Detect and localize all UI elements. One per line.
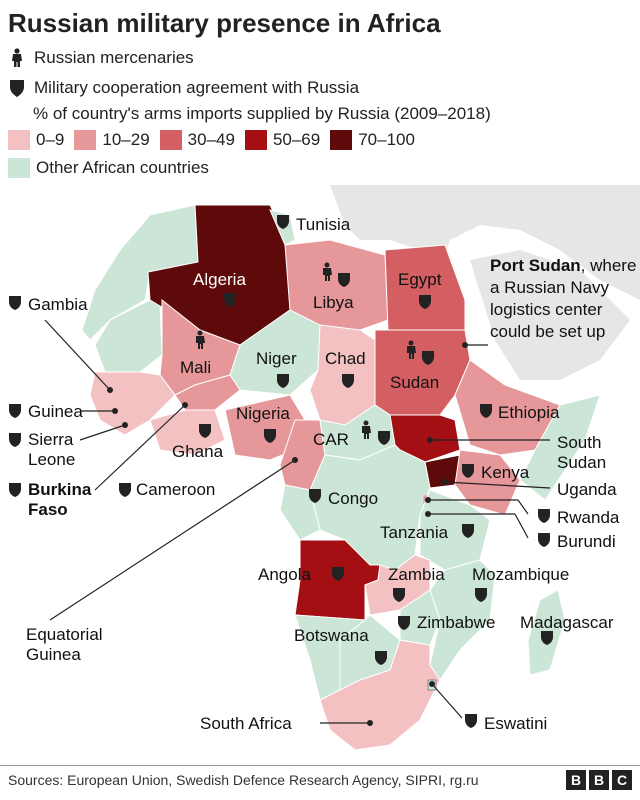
legend-swatch [159, 130, 182, 150]
label-chad: Chad [325, 349, 366, 368]
legend-bin-label: 30–49 [187, 130, 235, 149]
label-rwanda: Rwanda [557, 508, 620, 527]
label-south-sudan: South Sudan [557, 433, 607, 472]
port-sudan-title: Port Sudan [490, 256, 581, 275]
egypt [384, 244, 466, 331]
source-note: Sources: European Union, Swedish Defence… [8, 772, 479, 788]
legend-bin: 0–9 [8, 130, 64, 150]
label-mozambique: Mozambique [472, 565, 570, 584]
label-uganda: Uganda [557, 480, 617, 499]
logo-letter: B [589, 770, 609, 790]
label-burkina-faso: Burkina Faso [28, 480, 92, 519]
label-tunisia: Tunisia [296, 215, 351, 234]
label-gambia: Gambia [28, 295, 88, 314]
shield-icon [9, 483, 21, 497]
label-botswana: Botswana [294, 626, 369, 645]
legend-other-label: Other African countries [36, 158, 209, 177]
mercenary-icon [12, 48, 22, 67]
map-title: Russian military presence in Africa [8, 8, 441, 38]
africa-map [9, 185, 640, 751]
somalia [519, 394, 601, 501]
legend-bin-label: 50–69 [272, 130, 321, 149]
legend-swatch [8, 130, 30, 150]
shield-icon [538, 533, 550, 547]
label-egypt: Egypt [398, 270, 442, 289]
legend-agreement-label: Military cooperation agreement with Russ… [34, 78, 360, 97]
legend-mercenaries-label: Russian mercenaries [34, 48, 194, 67]
label-sierra-leone: Sierra Leone [28, 430, 76, 469]
shield-icon [119, 483, 131, 497]
shield-icon [9, 404, 21, 418]
shield-icon [10, 80, 24, 97]
label-cameroon: Cameroon [136, 480, 216, 499]
label-zimbabwe: Zimbabwe [417, 613, 496, 632]
label-algeria: Algeria [193, 270, 246, 289]
label-tanzania: Tanzania [380, 523, 449, 542]
arabia-land [470, 250, 630, 380]
shield-icon [465, 714, 477, 728]
legend-bin-label: 70–100 [358, 130, 415, 149]
logo-letter: B [566, 770, 586, 790]
port-sudan-annotation: Port Sudan, where a Russian Navy logisti… [490, 255, 636, 343]
label-kenya: Kenya [481, 463, 530, 482]
legend-agreement: Military cooperation agreement with Russ… [8, 78, 359, 98]
label-mali: Mali [180, 358, 212, 377]
shield-icon [9, 296, 21, 310]
label-congo: Congo [328, 489, 379, 508]
legend-swatch [330, 130, 353, 150]
legend-other: Other African countries [8, 158, 209, 178]
label-guinea: Guinea [28, 402, 83, 421]
footer-divider [0, 765, 640, 766]
label-south-africa: South Africa [200, 714, 292, 733]
legend-arms-title: % of country's arms imports supplied by … [33, 104, 491, 123]
legend-bin: 30–49 [159, 130, 235, 150]
non-africa-land [330, 185, 640, 300]
shield-icon [9, 433, 21, 447]
logo-letter: C [612, 770, 632, 790]
label-zambia: Zambia [388, 565, 445, 584]
label-equatorial-guinea: Equatorial Guinea [26, 625, 103, 664]
label-libya: Libya [313, 293, 354, 312]
label-ghana: Ghana [172, 442, 224, 461]
legend-bin: 10–29 [74, 130, 150, 150]
legend-mercenaries: Russian mercenaries [8, 48, 194, 68]
label-madagascar: Madagascar [520, 613, 614, 632]
port-sudan-text: , where a Russian Navy logistics center … [490, 256, 637, 341]
legend-swatch [74, 130, 97, 150]
leader-dots [107, 342, 468, 726]
leader-lines [44, 319, 551, 719]
legend-swatch [244, 130, 267, 150]
label-ethiopia: Ethiopia [498, 403, 560, 422]
legend-bin: 50–69 [244, 130, 321, 150]
label-car: CAR [313, 430, 349, 449]
legend-bin-label: 0–9 [36, 130, 65, 149]
label-niger: Niger [256, 349, 297, 368]
bbc-logo: B B C [566, 770, 632, 790]
label-eswatini: Eswatini [484, 714, 548, 733]
gulf-of-guinea-states [149, 409, 226, 456]
zimbabwe [399, 589, 441, 646]
shield-icon [538, 509, 550, 523]
label-burundi: Burundi [557, 532, 616, 551]
legend-bin-label: 10–29 [102, 130, 150, 149]
label-nigeria: Nigeria [236, 404, 290, 423]
label-sudan: Sudan [390, 373, 440, 392]
zambia [364, 554, 431, 616]
legend-swatch [8, 158, 30, 178]
legend-bin: 70–100 [330, 130, 415, 150]
label-angola: Angola [258, 565, 311, 584]
legend-bins: 0–9 10–29 30–49 50–69 70–100 [8, 130, 415, 150]
